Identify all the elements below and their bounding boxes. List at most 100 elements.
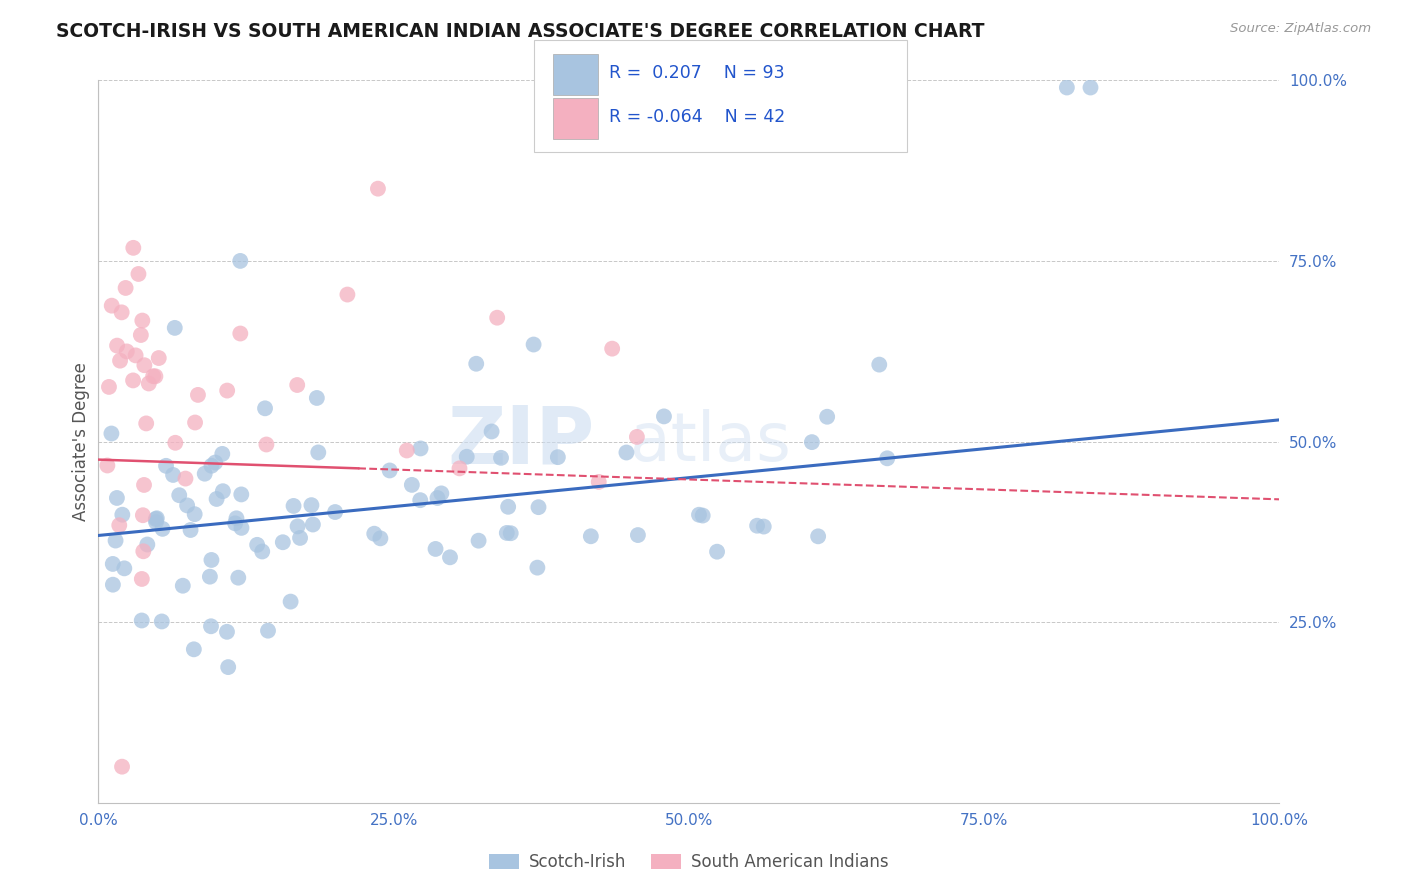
Point xyxy=(1080,80,1102,95)
Point xyxy=(283,499,305,513)
Point xyxy=(378,463,401,477)
Point xyxy=(489,450,512,465)
Point xyxy=(98,380,121,394)
Point xyxy=(224,516,246,531)
Point xyxy=(287,519,309,533)
Point xyxy=(706,544,728,558)
Point xyxy=(217,384,239,398)
Point xyxy=(155,458,177,473)
Point xyxy=(692,508,714,523)
Point xyxy=(108,518,131,533)
Point xyxy=(449,461,471,475)
Point xyxy=(105,491,128,505)
Point xyxy=(626,430,648,444)
Point xyxy=(150,615,173,629)
Point xyxy=(288,531,311,545)
Point xyxy=(96,458,118,473)
Point xyxy=(132,508,155,523)
Point xyxy=(246,538,269,552)
Point xyxy=(231,521,253,535)
Point xyxy=(138,376,160,391)
Point xyxy=(745,518,768,533)
Point xyxy=(370,532,392,546)
Point xyxy=(229,253,252,268)
Text: R =  0.207    N = 93: R = 0.207 N = 93 xyxy=(609,64,785,82)
Point xyxy=(200,458,222,473)
Point xyxy=(212,484,235,499)
Point xyxy=(652,409,675,424)
Point xyxy=(127,267,149,281)
Point xyxy=(115,344,138,359)
Point xyxy=(254,401,277,416)
Point xyxy=(112,561,135,575)
Point xyxy=(425,541,447,556)
Point xyxy=(145,512,167,526)
Point xyxy=(136,537,159,551)
Point xyxy=(215,624,238,639)
Text: SCOTCH-IRISH VS SOUTH AMERICAN INDIAN ASSOCIATE'S DEGREE CORRELATION CHART: SCOTCH-IRISH VS SOUTH AMERICAN INDIAN AS… xyxy=(56,22,984,41)
Point xyxy=(616,445,638,459)
Point xyxy=(285,378,308,392)
Point xyxy=(305,391,328,405)
Text: atlas: atlas xyxy=(630,409,790,475)
Point xyxy=(145,515,167,529)
Point xyxy=(146,511,169,525)
Point xyxy=(254,437,277,451)
Point xyxy=(807,529,830,543)
Point xyxy=(180,523,202,537)
Point xyxy=(100,299,122,313)
Point xyxy=(395,443,418,458)
Point xyxy=(307,445,329,459)
Point xyxy=(163,321,186,335)
Point xyxy=(363,526,385,541)
Point xyxy=(172,579,194,593)
Point xyxy=(200,553,222,567)
Point xyxy=(1056,80,1078,95)
Point xyxy=(876,451,898,466)
Point xyxy=(527,500,550,515)
Point xyxy=(280,594,302,608)
Point xyxy=(815,409,838,424)
Point xyxy=(174,472,197,486)
Point xyxy=(135,417,157,431)
Point xyxy=(131,572,153,586)
Point xyxy=(688,508,710,522)
Point xyxy=(439,550,461,565)
Point xyxy=(204,456,226,470)
Point xyxy=(184,416,207,430)
Point xyxy=(367,182,389,196)
Point xyxy=(105,338,128,352)
Point xyxy=(301,498,323,512)
Point xyxy=(426,491,449,505)
Point xyxy=(499,526,522,541)
Point xyxy=(104,533,127,548)
Point xyxy=(183,507,205,521)
Point xyxy=(101,557,124,571)
Point xyxy=(167,488,190,502)
Point xyxy=(250,544,273,558)
Point xyxy=(467,533,489,548)
Point xyxy=(131,614,153,628)
Point xyxy=(526,560,548,574)
Point xyxy=(148,351,170,365)
Point xyxy=(231,487,253,501)
Point xyxy=(205,491,228,506)
Text: ZIP: ZIP xyxy=(447,402,595,481)
Point xyxy=(465,357,488,371)
Point xyxy=(800,435,823,450)
Point xyxy=(868,358,890,372)
Point xyxy=(495,525,517,540)
Point xyxy=(229,326,252,341)
Point xyxy=(101,577,124,591)
Point xyxy=(124,348,146,362)
Point xyxy=(129,328,152,343)
Point xyxy=(456,450,478,464)
Point xyxy=(579,529,602,543)
Point xyxy=(162,467,184,482)
Point xyxy=(401,478,423,492)
Point xyxy=(165,435,187,450)
Point xyxy=(323,505,346,519)
Point xyxy=(132,544,155,558)
Point xyxy=(187,388,209,402)
Point xyxy=(111,508,134,522)
